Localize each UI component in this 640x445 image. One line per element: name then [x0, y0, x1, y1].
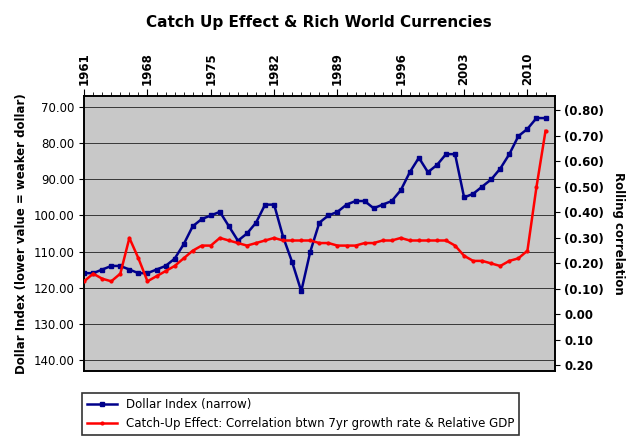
- Dollar Index (narrow): [80, 271, 88, 276]
- Title: Catch Up Effect & Rich World Currencies: Catch Up Effect & Rich World Currencies: [147, 15, 492, 30]
- Dollar Index (narrow): [307, 249, 314, 254]
- Catch-Up Effect: Correlation btwn 7yr growth rate & Relative GDP: (1.99e+03, -0.29): Correlation btwn 7yr growth rate & Relat…: [379, 238, 387, 243]
- Y-axis label: Rolling correlation: Rolling correlation: [612, 172, 625, 295]
- Catch-Up Effect: Correlation btwn 7yr growth rate & Relative GDP: (1.98e+03, -0.29): Correlation btwn 7yr growth rate & Relat…: [298, 238, 305, 243]
- Legend: Dollar Index (narrow), Catch-Up Effect: Correlation btwn 7yr growth rate & Relat: Dollar Index (narrow), Catch-Up Effect: …: [83, 393, 519, 435]
- Line: Catch-Up Effect: Correlation btwn 7yr growth rate & Relative GDP: Catch-Up Effect: Correlation btwn 7yr gr…: [83, 129, 547, 283]
- Catch-Up Effect: Correlation btwn 7yr growth rate & Relative GDP: (2.01e+03, -0.72): Correlation btwn 7yr growth rate & Relat…: [541, 128, 549, 134]
- Catch-Up Effect: Correlation btwn 7yr growth rate & Relative GDP: (1.99e+03, -0.28): Correlation btwn 7yr growth rate & Relat…: [361, 240, 369, 246]
- Dollar Index (narrow): [116, 263, 124, 269]
- Dollar Index (narrow): [532, 115, 540, 121]
- Dollar Index (narrow): [370, 206, 378, 211]
- Y-axis label: Dollar Index (lower value = weaker dollar): Dollar Index (lower value = weaker dolla…: [15, 93, 28, 374]
- Catch-Up Effect: Correlation btwn 7yr growth rate & Relative GDP: (1.96e+03, -0.13): Correlation btwn 7yr growth rate & Relat…: [80, 279, 88, 284]
- Catch-Up Effect: Correlation btwn 7yr growth rate & Relative GDP: (1.96e+03, -0.16): Correlation btwn 7yr growth rate & Relat…: [116, 271, 124, 276]
- Dollar Index (narrow): [333, 209, 341, 214]
- Dollar Index (narrow): [298, 288, 305, 294]
- Catch-Up Effect: Correlation btwn 7yr growth rate & Relative GDP: (2.01e+03, -0.21): Correlation btwn 7yr growth rate & Relat…: [506, 258, 513, 263]
- Line: Dollar Index (narrow): Dollar Index (narrow): [83, 116, 547, 293]
- Dollar Index (narrow): [243, 231, 251, 236]
- Dollar Index (narrow): [388, 198, 396, 204]
- Dollar Index (narrow): [541, 115, 549, 121]
- Catch-Up Effect: Correlation btwn 7yr growth rate & Relative GDP: (1.98e+03, -0.27): Correlation btwn 7yr growth rate & Relat…: [243, 243, 251, 248]
